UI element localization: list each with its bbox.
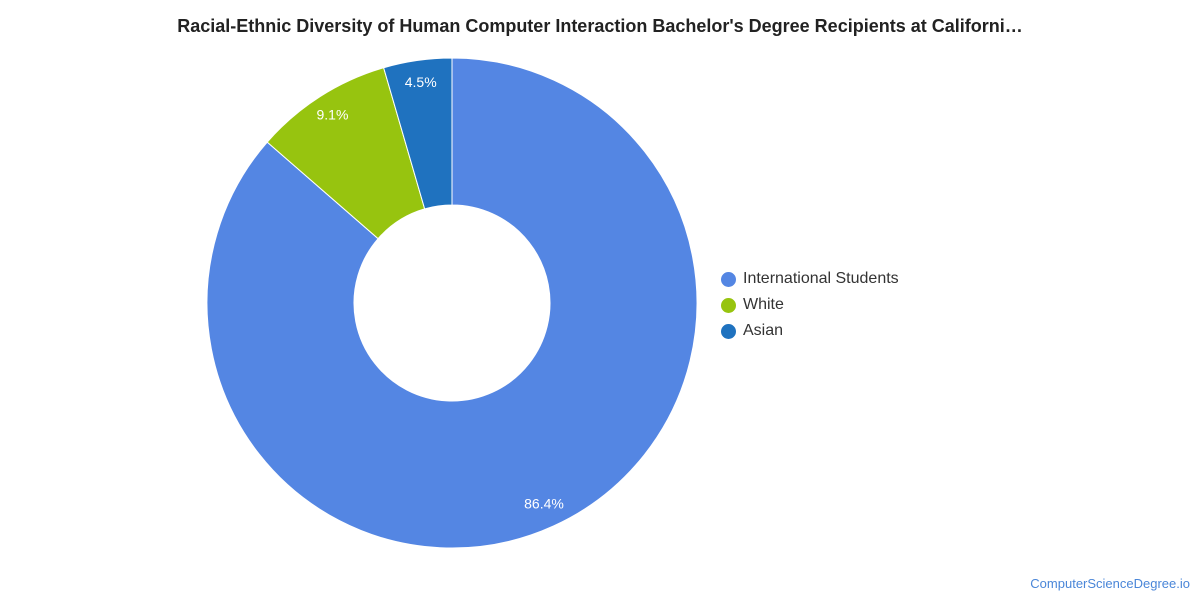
- legend-item-white[interactable]: White: [721, 292, 899, 318]
- slice-label: 9.1%: [316, 107, 348, 123]
- legend-item-asian[interactable]: Asian: [721, 318, 899, 344]
- legend-swatch-icon: [721, 323, 736, 339]
- source-link[interactable]: ComputerScienceDegree.io: [1030, 576, 1190, 591]
- legend-label: International Students: [743, 270, 899, 287]
- slice-international-students[interactable]: [206, 57, 698, 549]
- slice-label: 86.4%: [524, 496, 564, 512]
- legend-swatch-icon: [721, 297, 736, 313]
- legend-label: Asian: [743, 322, 784, 339]
- legend-swatch-icon: [721, 271, 736, 287]
- legend-item-international-students[interactable]: International Students: [721, 266, 899, 292]
- legend: International Students White Asian: [721, 266, 899, 344]
- slices-group: [206, 57, 698, 549]
- slice-asian[interactable]: [383, 57, 453, 210]
- slice-labels-group: 86.4% 9.1% 4.5%: [316, 74, 563, 512]
- slice-label: 4.5%: [405, 74, 437, 90]
- legend-label: White: [743, 296, 784, 313]
- chart-title: Racial-Ethnic Diversity of Human Compute…: [177, 16, 1023, 36]
